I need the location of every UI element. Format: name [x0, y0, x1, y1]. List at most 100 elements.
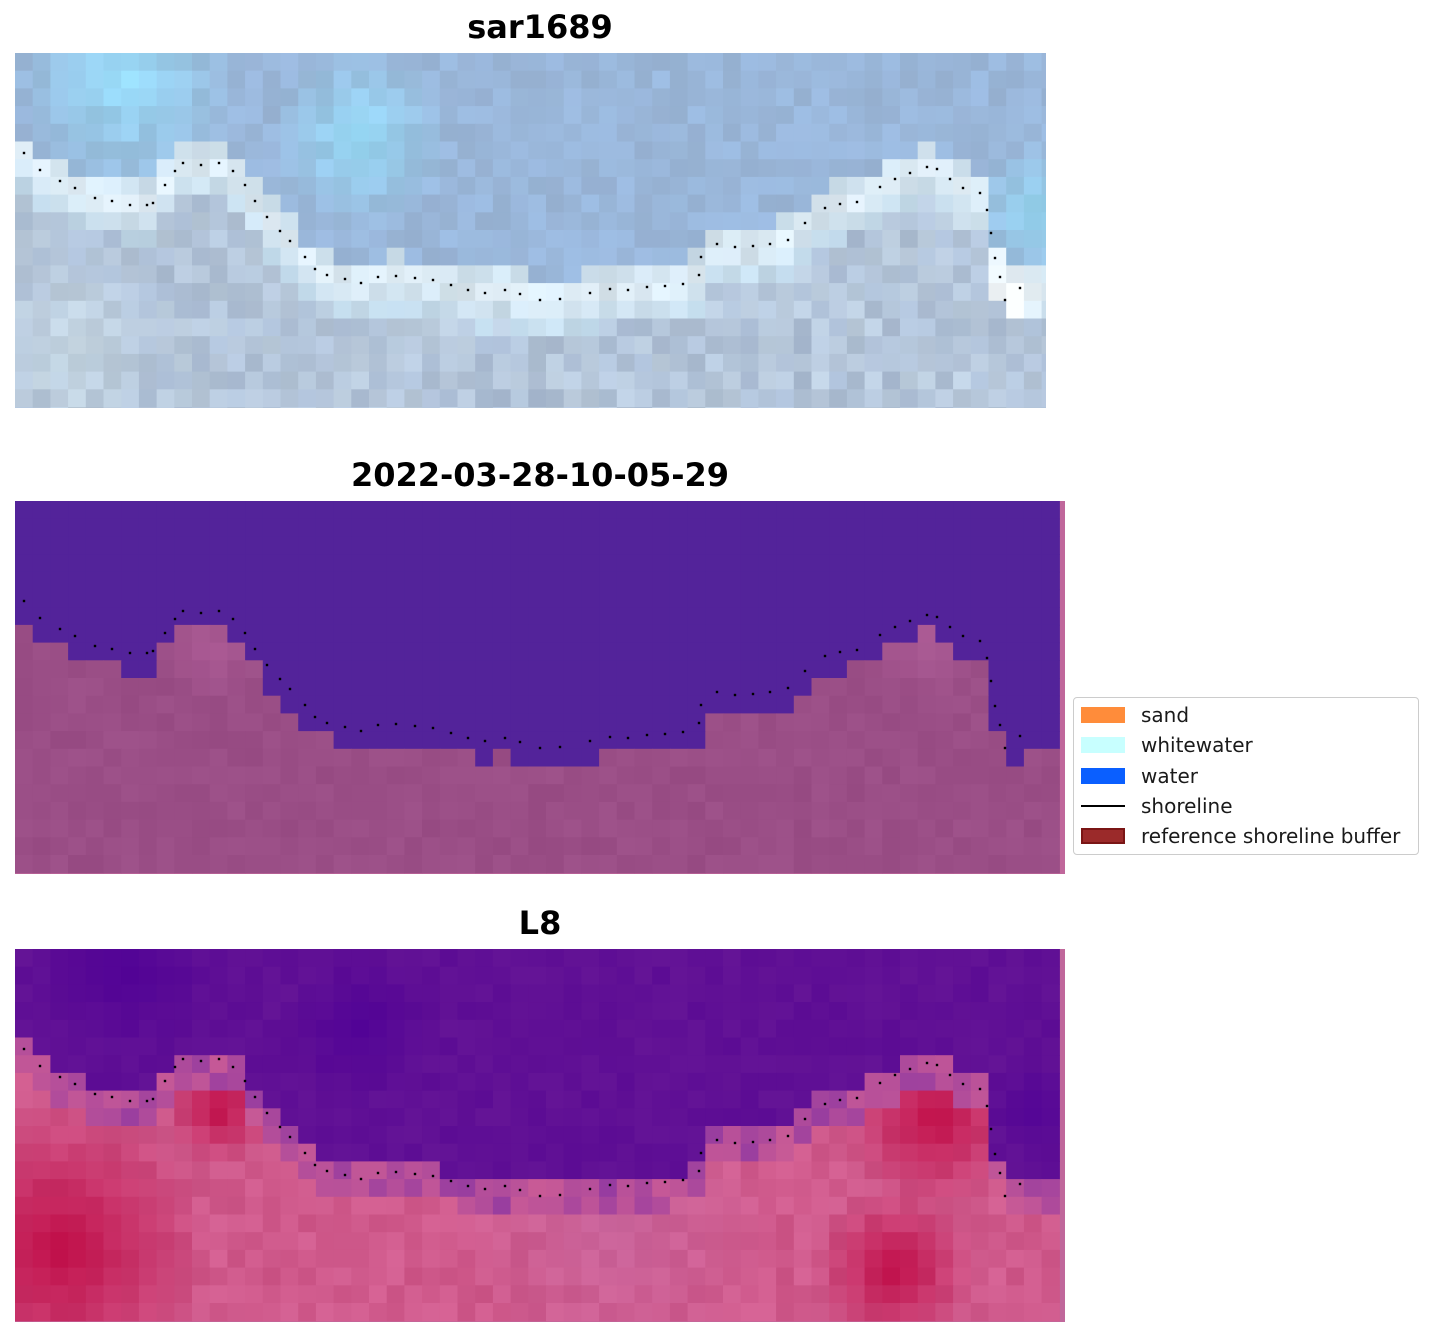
index-pixel	[245, 1161, 264, 1180]
image-pixel	[634, 176, 653, 196]
class-pixel	[457, 819, 476, 838]
shoreline-point	[1003, 746, 1007, 750]
index-pixel	[758, 1285, 777, 1304]
shoreline-point	[288, 1135, 292, 1139]
image-pixel	[864, 70, 883, 89]
image-pixel	[616, 230, 636, 249]
class-pixel	[953, 766, 972, 785]
class-pixel	[209, 501, 228, 520]
image-pixel	[900, 106, 919, 125]
class-pixel	[581, 837, 600, 856]
image-pixel	[156, 247, 175, 266]
image-pixel	[581, 159, 600, 178]
class-pixel	[935, 501, 954, 520]
image-pixel	[103, 283, 122, 302]
image-pixel	[245, 265, 264, 284]
class-pixel	[492, 571, 512, 591]
class-pixel	[103, 731, 122, 750]
image-pixel	[439, 141, 459, 160]
image-pixel	[776, 283, 795, 302]
image-pixel	[32, 265, 51, 284]
class-pixel	[85, 624, 105, 644]
index-pixel	[687, 1179, 706, 1198]
index-pixel	[669, 1232, 689, 1251]
index-pixel	[599, 1267, 618, 1286]
image-pixel	[528, 141, 547, 160]
index-pixel	[280, 1090, 299, 1109]
index-pixel	[298, 1179, 317, 1198]
index-pixel	[882, 1019, 901, 1039]
index-pixel	[262, 1179, 282, 1198]
image-pixel	[917, 123, 936, 143]
index-pixel	[988, 1249, 1007, 1269]
index-pixel	[669, 1090, 689, 1109]
shoreline-point	[518, 1188, 522, 1192]
index-pixel	[846, 1232, 866, 1251]
shoreline-point	[413, 276, 417, 280]
class-pixel	[882, 748, 901, 768]
index-pixel	[970, 1161, 990, 1180]
image-pixel	[652, 70, 671, 89]
image-pixel	[970, 53, 990, 72]
image-pixel	[209, 141, 228, 160]
class-pixel	[369, 518, 388, 537]
index-pixel	[581, 1143, 600, 1162]
index-pixel	[882, 1037, 901, 1056]
image-pixel	[740, 283, 759, 302]
class-pixel	[705, 837, 724, 856]
class-pixel	[1023, 801, 1043, 821]
image-pixel	[687, 88, 706, 107]
index-pixel	[138, 984, 158, 1003]
image-pixel	[811, 212, 830, 231]
image-pixel	[864, 123, 883, 143]
class-pixel	[846, 624, 866, 644]
index-pixel	[422, 1285, 441, 1304]
image-pixel	[882, 141, 901, 160]
index-pixel	[298, 1055, 317, 1074]
shoreline-point	[163, 183, 167, 187]
class-pixel	[32, 607, 51, 626]
index-pixel	[1006, 949, 1025, 968]
shoreline-point	[313, 715, 317, 719]
index-pixel	[192, 1285, 211, 1304]
class-pixel	[492, 554, 512, 573]
index-pixel	[32, 1108, 51, 1127]
index-pixel	[546, 1196, 565, 1216]
class-pixel	[262, 801, 282, 821]
image-pixel	[457, 70, 476, 89]
index-pixel	[687, 1055, 706, 1074]
class-pixel	[1006, 518, 1025, 537]
index-pixel	[740, 1037, 759, 1056]
image-pixel	[634, 371, 653, 390]
index-pixel	[935, 1002, 954, 1021]
index-pixel	[811, 1002, 830, 1021]
image-pixel	[900, 318, 919, 337]
index-pixel	[687, 1249, 706, 1269]
shoreline-point	[313, 1163, 317, 1167]
shoreline-line-swatch	[1081, 805, 1125, 807]
image-pixel	[422, 88, 441, 107]
class-pixel	[1006, 536, 1025, 555]
shoreline-point	[978, 639, 982, 643]
image-pixel	[227, 159, 246, 178]
image-pixel	[174, 407, 193, 408]
class-pixel	[669, 589, 689, 608]
image-pixel	[422, 106, 441, 125]
index-pixel	[864, 1002, 883, 1021]
image-pixel	[422, 336, 441, 355]
class-pixel	[333, 554, 352, 573]
class-pixel	[970, 536, 990, 555]
class-pixel	[422, 713, 441, 732]
index-pixel	[652, 1126, 671, 1145]
image-pixel	[740, 141, 759, 160]
image-pixel	[563, 159, 582, 178]
image-pixel	[705, 53, 724, 72]
index-pixel	[740, 1072, 759, 1092]
class-pixel	[669, 501, 689, 520]
index-pixel	[333, 1055, 352, 1074]
image-pixel	[68, 212, 87, 231]
class-pixel	[174, 731, 193, 750]
index-pixel	[475, 1196, 494, 1216]
image-pixel	[404, 318, 423, 337]
index-pixel	[652, 1303, 671, 1322]
